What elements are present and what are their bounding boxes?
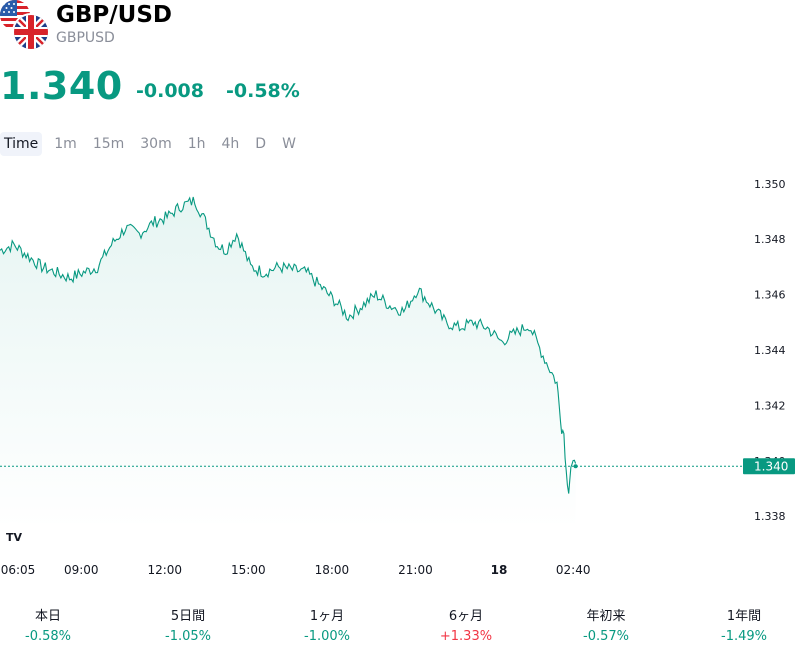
x-tick-label: 06:05 (1, 563, 36, 577)
gb-flag-icon (14, 15, 48, 49)
symbol-title: GBP/USD (56, 2, 172, 28)
performance-periods: 本日 -0.58% 5日間 -1.05% 1ヶ月 -1.00% 6ヶ月 +1.3… (0, 608, 800, 648)
y-tick-label: 1.350 (754, 178, 786, 191)
period-value: +1.33% (439, 629, 493, 644)
currency-flags (0, 0, 48, 49)
x-tick-label: 02:40 (556, 563, 591, 577)
x-tick-label: 12:00 (147, 563, 182, 577)
period-value: -1.05% (165, 629, 211, 644)
period-label: 1年間 (726, 609, 762, 624)
tab-d[interactable]: D (255, 136, 267, 152)
period-value: -1.00% (304, 629, 350, 644)
period-value: -1.49% (721, 629, 767, 644)
period-label: 本日 (34, 609, 61, 624)
tab-time[interactable]: Time (0, 132, 43, 156)
period-label: 1ヶ月 (309, 609, 345, 624)
tab-15m[interactable]: 15m (92, 136, 125, 152)
period-label: 年初来 (586, 609, 626, 624)
timeframe-tabs: Time 1m 15m 30m 1h 4h D W (0, 132, 308, 156)
y-tick-label: 1.338 (754, 510, 786, 523)
period-value: -0.58% (25, 629, 71, 644)
last-price-dot (573, 464, 578, 469)
period-today[interactable]: 本日 -0.58% (0, 608, 113, 646)
period-ytd[interactable]: 年初来 -0.57% (541, 608, 671, 646)
last-price-tag-label: 1.340 (754, 459, 788, 473)
period-label: 5日間 (170, 609, 206, 624)
tab-w[interactable]: W (282, 136, 296, 152)
y-axis: 1.350 1.348 1.346 1.344 1.342 1.340 1.338 (754, 178, 786, 523)
price-chart[interactable]: 1.350 1.348 1.346 1.344 1.342 1.340 1.338 06:0… (0, 170, 800, 590)
period-value: -0.57% (583, 629, 629, 644)
y-tick-label: 1.344 (754, 344, 786, 357)
period-1y[interactable]: 1年間 -1.49% (679, 608, 800, 646)
x-tick-label: 18 (491, 563, 508, 577)
tradingview-logo[interactable]: TV (0, 522, 28, 550)
price-line (0, 196, 577, 494)
y-tick-label: 1.348 (754, 233, 786, 246)
y-tick-label: 1.342 (754, 399, 786, 412)
x-axis: 06:05 09:00 12:00 15:00 18:00 21:00 18 02:40 (1, 563, 591, 577)
period-1m[interactable]: 1ヶ月 -1.00% (262, 608, 392, 646)
tv-logo-icon: TV (6, 531, 23, 544)
tab-1h[interactable]: 1h (187, 136, 206, 152)
price-area (0, 197, 576, 530)
x-tick-label: 09:00 (64, 563, 99, 577)
price-change-percent: -0.58% (226, 80, 300, 102)
tab-1m[interactable]: 1m (54, 136, 77, 152)
ticker-code: GBPUSD (56, 30, 115, 46)
tab-30m[interactable]: 30m (140, 136, 172, 152)
period-5d[interactable]: 5日間 -1.05% (123, 608, 253, 646)
last-price-tag (743, 458, 795, 475)
price-row: 1.340 -0.008 -0.58% (0, 64, 800, 108)
period-label: 6ヶ月 (448, 609, 484, 624)
symbol-header: GBP/USD GBPUSD (0, 0, 800, 60)
x-tick-label: 21:00 (398, 563, 433, 577)
tab-4h[interactable]: 4h (221, 136, 240, 152)
y-tick-label: 1.346 (754, 289, 786, 302)
last-price: 1.340 (0, 64, 123, 108)
period-6m[interactable]: 6ヶ月 +1.33% (401, 608, 531, 646)
price-chart-svg[interactable]: 1.350 1.348 1.346 1.344 1.342 1.340 1.338 06:0… (0, 170, 800, 590)
price-change: -0.008 (136, 80, 204, 102)
x-tick-label: 15:00 (231, 563, 266, 577)
x-tick-label: 18:00 (315, 563, 350, 577)
